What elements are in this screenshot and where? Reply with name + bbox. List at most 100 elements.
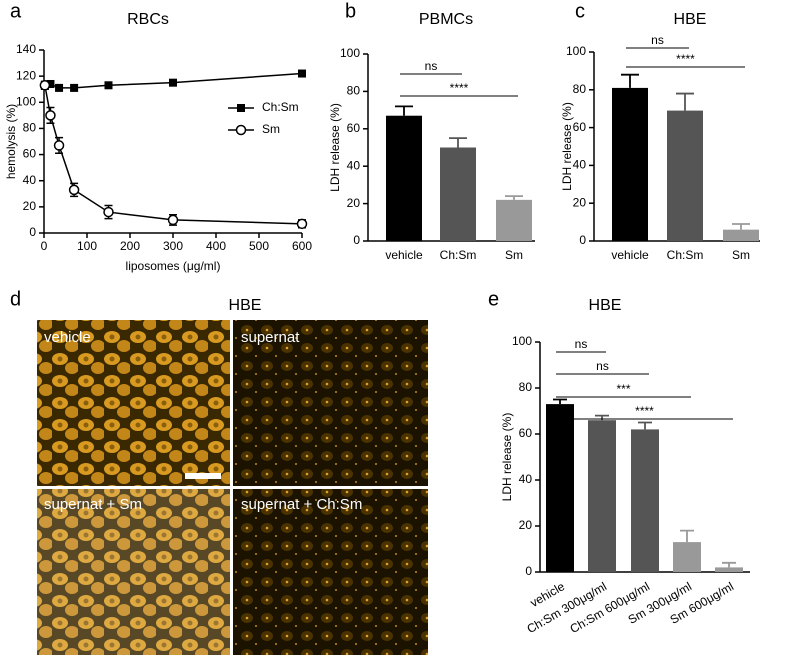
error-bar: [395, 105, 413, 116]
marker: [104, 81, 113, 90]
x-tick-label: 600: [292, 239, 312, 253]
y-tick-label: 100: [340, 46, 360, 60]
marker: [39, 80, 51, 91]
y-tick-label: 40: [23, 173, 37, 187]
legend-label: Ch:Sm: [262, 100, 299, 114]
marker: [296, 218, 308, 230]
chart-title: HBE: [674, 11, 707, 28]
y-axis-label: LDH release (%): [560, 102, 574, 191]
legend-label: Sm: [262, 122, 280, 136]
error-bar: [621, 73, 639, 88]
y-tick-label: 0: [29, 225, 36, 239]
x-tick-label: vehicle: [611, 248, 649, 262]
x-tick-label: Sm: [732, 248, 750, 262]
chart-title: HBE: [589, 297, 622, 314]
significance-label: ****: [635, 404, 654, 418]
marker: [53, 140, 65, 151]
marker: [55, 83, 64, 92]
image-label: supernat + Sm: [44, 496, 142, 513]
legend-marker: [237, 104, 245, 112]
bar: [546, 404, 574, 572]
micrograph: [233, 320, 428, 486]
x-tick-label: 0: [41, 239, 48, 253]
significance-label: ns: [425, 59, 438, 73]
error-bar: [676, 92, 694, 111]
y-tick-label: 40: [573, 158, 587, 172]
significance-label: ns: [651, 33, 664, 47]
error-bar: [595, 414, 609, 421]
y-tick-label: 60: [573, 120, 587, 134]
panel-letter: b: [345, 0, 356, 22]
significance-label: ***: [616, 382, 630, 396]
significance-label: ****: [676, 52, 695, 66]
error-bar: [722, 561, 736, 568]
x-tick-label: Ch:Sm: [667, 248, 704, 262]
x-tick-label: Sm: [505, 248, 523, 262]
marker: [70, 83, 79, 92]
panel-letter: d: [10, 288, 21, 310]
bar: [631, 429, 659, 572]
x-tick-label: 500: [249, 239, 269, 253]
panel-title: HBE: [229, 297, 262, 314]
y-axis-label: LDH release (%): [500, 413, 514, 502]
marker: [45, 110, 56, 121]
y-tick-label: 40: [347, 158, 361, 172]
y-tick-label: 120: [16, 68, 36, 82]
bar: [386, 115, 422, 241]
marker: [68, 184, 80, 196]
y-tick-label: 80: [573, 82, 587, 96]
error-bar: [732, 223, 750, 230]
y-tick-label: 20: [573, 195, 587, 209]
y-tick-label: 80: [23, 121, 37, 135]
x-tick-label: 100: [77, 239, 97, 253]
panel-letter: e: [488, 288, 499, 310]
bar: [673, 542, 701, 572]
y-axis-label: LDH release (%): [328, 103, 342, 192]
x-tick-label: 200: [120, 239, 140, 253]
micrograph: [37, 320, 230, 486]
y-tick-label: 0: [525, 564, 532, 578]
y-tick-label: 100: [512, 334, 532, 348]
bar: [715, 567, 743, 572]
micrograph: [233, 489, 428, 655]
x-axis-label: liposomes (μg/ml): [126, 259, 221, 273]
error-bar: [449, 137, 467, 148]
y-tick-label: 80: [347, 84, 361, 98]
legend-marker: [235, 124, 247, 136]
marker: [46, 79, 55, 88]
panel-letter: a: [10, 0, 22, 22]
y-tick-label: 20: [347, 196, 361, 210]
bar: [440, 147, 476, 241]
micrograph: [37, 489, 230, 655]
bar: [496, 199, 532, 241]
x-tick-label: 300: [163, 239, 183, 253]
scale-bar: [185, 473, 221, 479]
significance-label: ns: [575, 337, 588, 351]
y-tick-label: 100: [566, 44, 586, 58]
y-tick-label: 60: [519, 426, 533, 440]
marker: [169, 78, 177, 87]
y-tick-label: 80: [519, 380, 533, 394]
chart-title: PBMCs: [419, 11, 473, 28]
bar: [588, 420, 616, 572]
marker: [103, 206, 114, 218]
y-tick-label: 60: [347, 121, 361, 135]
image-panel: d HBE vehicle supernat supernat + Sm sup…: [10, 288, 428, 655]
bar: [723, 229, 759, 241]
y-axis-label: hemolysis (%): [4, 104, 18, 179]
y-tick-label: 0: [579, 233, 586, 247]
significance-label: ****: [450, 81, 469, 95]
panel-letter: c: [575, 0, 585, 22]
significance-label: ns: [596, 359, 609, 373]
y-tick-label: 40: [519, 472, 533, 486]
image-label: supernat: [241, 329, 300, 346]
image-label: vehicle: [44, 329, 91, 346]
y-tick-label: 60: [23, 147, 37, 161]
y-tick-label: 140: [16, 42, 36, 56]
y-tick-label: 20: [23, 199, 37, 213]
error-bar: [505, 195, 523, 200]
y-tick-label: 0: [353, 233, 360, 247]
chart-title: RBCs: [127, 11, 169, 28]
x-tick-label: Ch:Sm: [440, 248, 477, 262]
